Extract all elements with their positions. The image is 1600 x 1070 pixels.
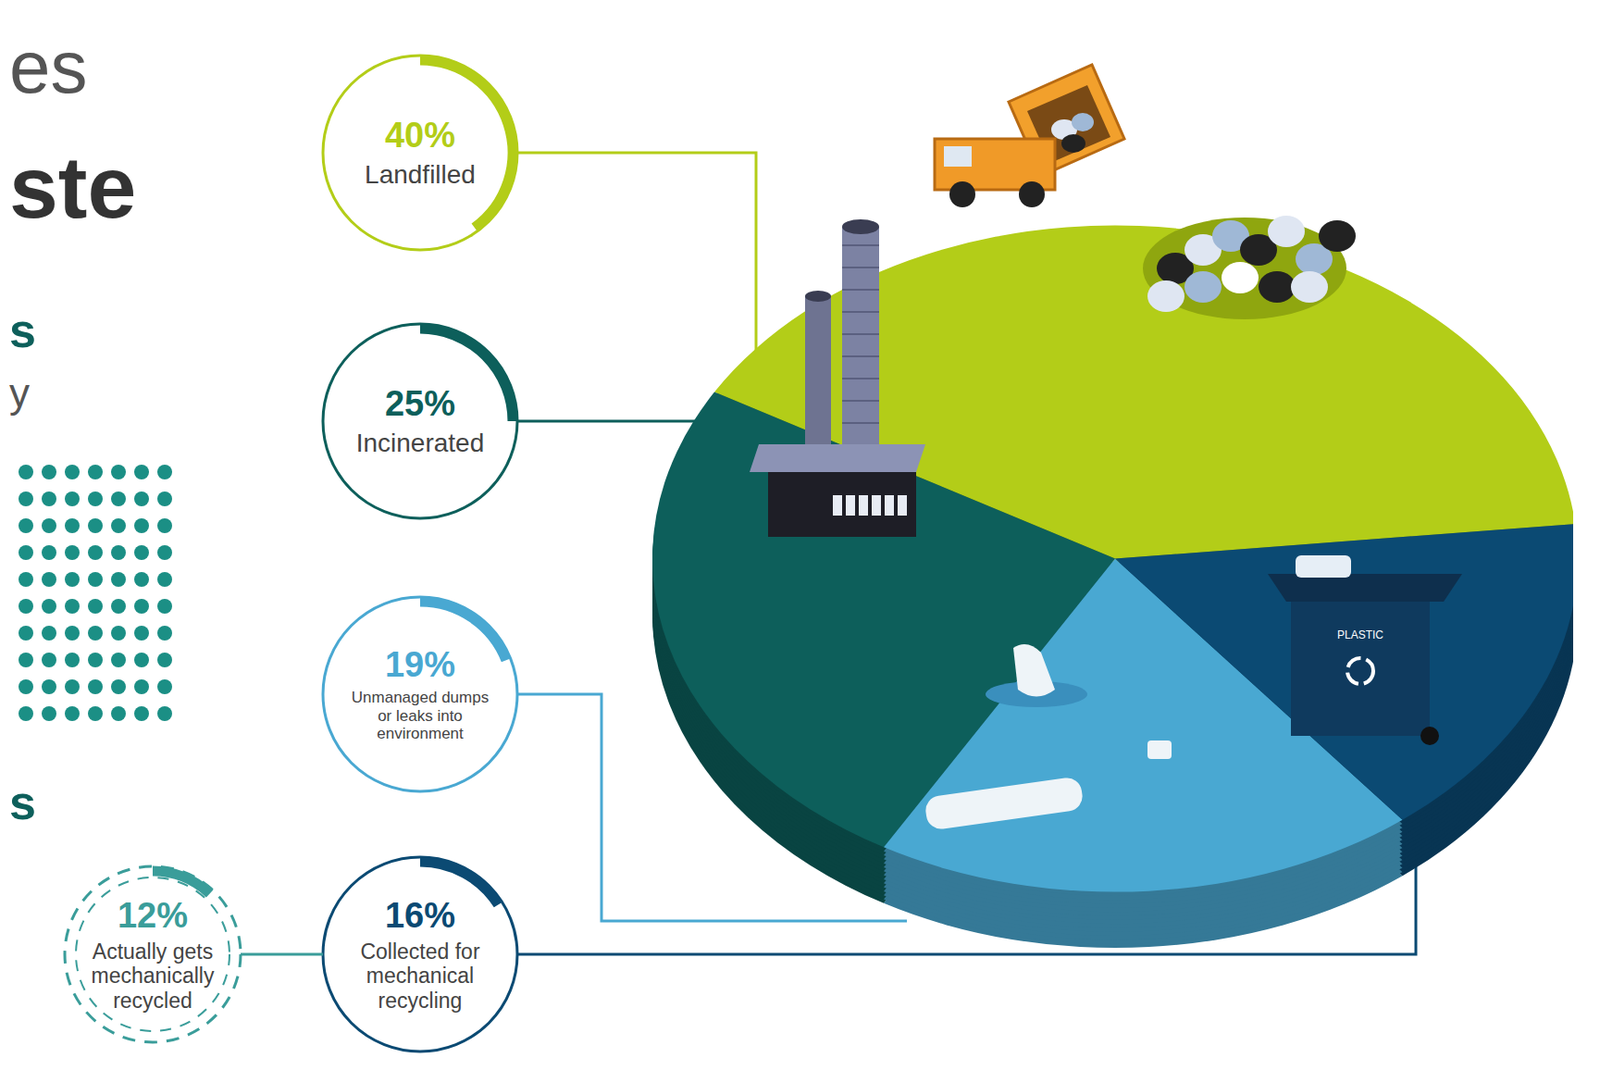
svg-text:Actually gets: Actually gets bbox=[92, 939, 213, 964]
svg-text:s: s bbox=[9, 775, 37, 830]
svg-text:mechanical: mechanical bbox=[366, 963, 474, 988]
svg-text:or leaks into: or leaks into bbox=[377, 706, 463, 725]
svg-text:recycling: recycling bbox=[378, 988, 463, 1013]
svg-text:ste: ste bbox=[9, 137, 137, 236]
svg-text:PLASTIC: PLASTIC bbox=[1337, 628, 1384, 642]
svg-text:19%: 19% bbox=[384, 644, 456, 684]
svg-text:mechanically: mechanically bbox=[91, 963, 215, 988]
svg-text:environment: environment bbox=[376, 724, 464, 743]
svg-text:Incinerated: Incinerated bbox=[356, 428, 485, 458]
svg-text:es: es bbox=[9, 25, 88, 109]
svg-text:s: s bbox=[9, 303, 37, 358]
svg-text:25%: 25% bbox=[384, 384, 456, 423]
svg-text:y: y bbox=[9, 370, 30, 416]
svg-text:Collected for: Collected for bbox=[359, 939, 480, 964]
svg-text:16%: 16% bbox=[384, 895, 456, 935]
svg-text:Unmanaged dumps: Unmanaged dumps bbox=[351, 688, 489, 707]
svg-text:Landfilled: Landfilled bbox=[364, 160, 476, 189]
svg-text:recycled: recycled bbox=[112, 988, 193, 1013]
svg-text:12%: 12% bbox=[117, 895, 188, 935]
svg-text:40%: 40% bbox=[384, 115, 456, 155]
